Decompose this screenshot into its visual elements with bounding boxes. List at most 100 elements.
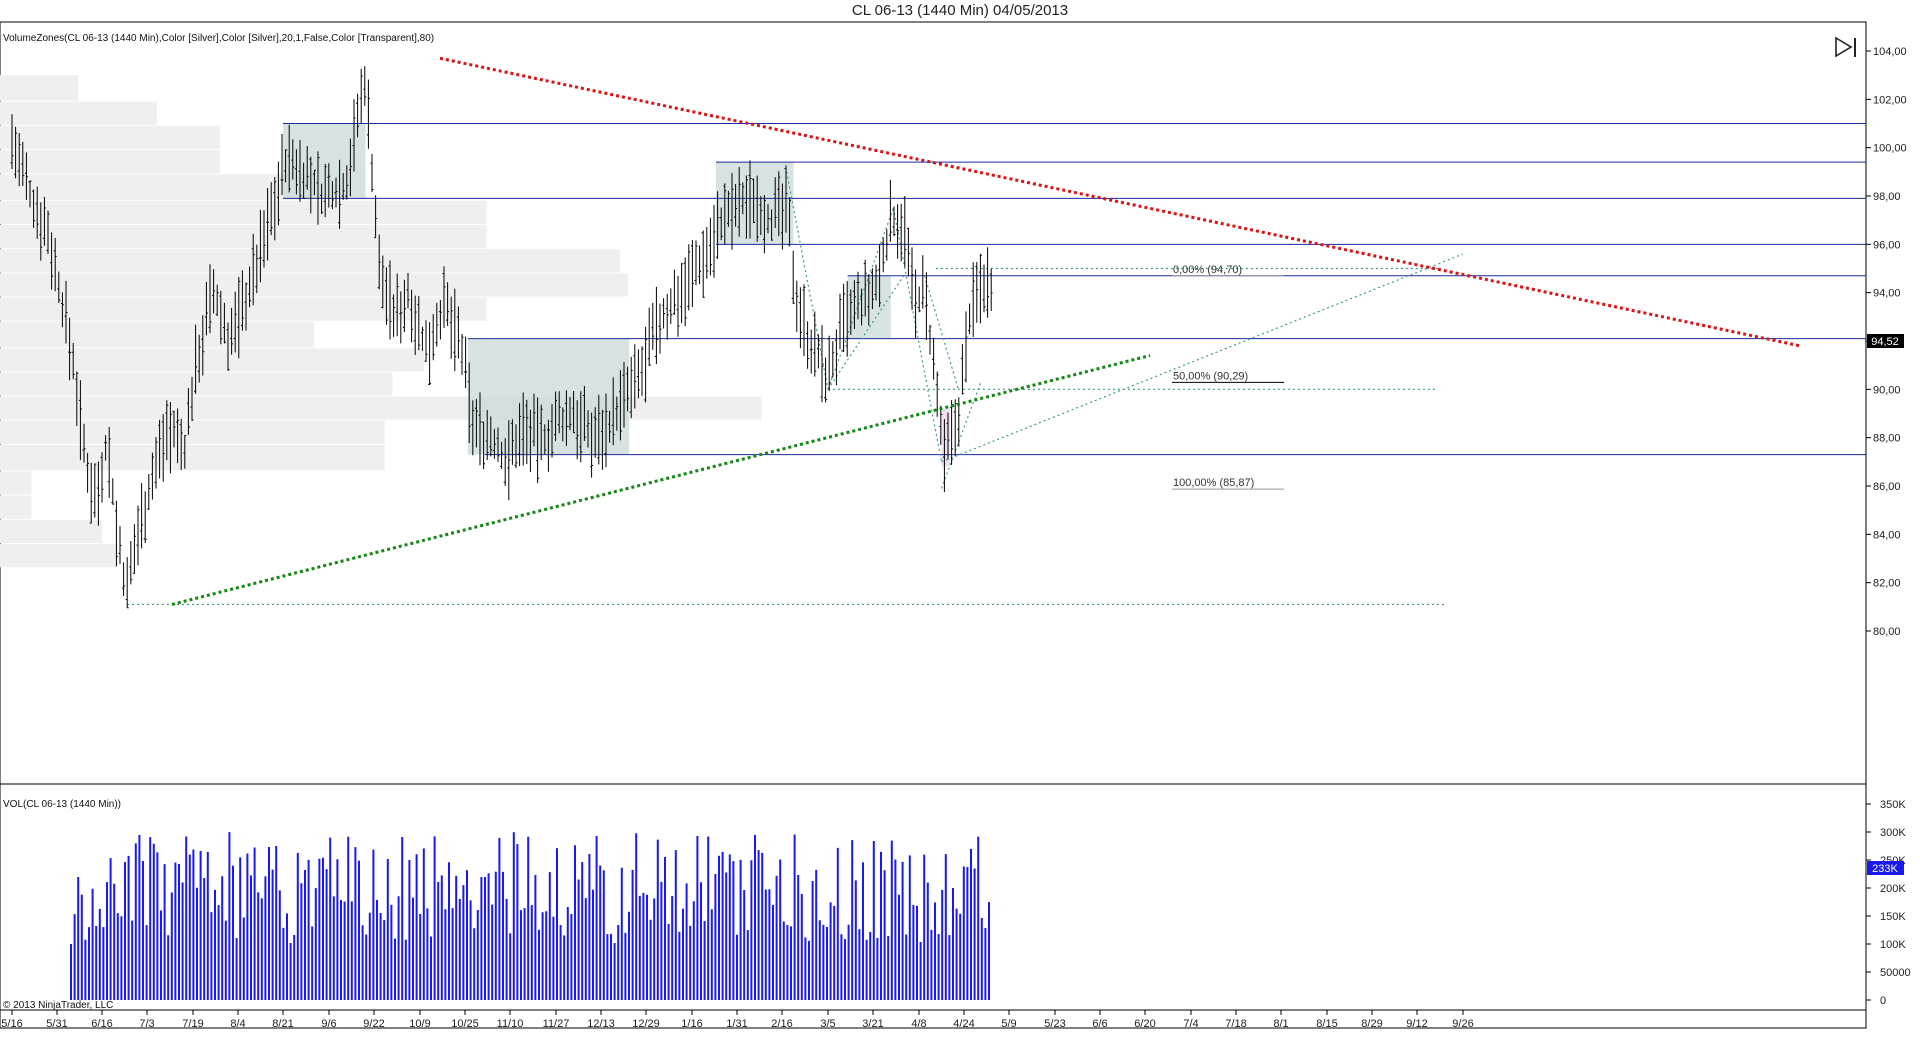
volume-profile-zone <box>0 174 314 200</box>
trend-lines <box>171 56 1801 606</box>
fib-label: 0,00% (94,70) <box>1173 264 1242 276</box>
volume-profile-zone <box>0 225 487 249</box>
price-tick-label: 84,00 <box>1873 529 1901 541</box>
time-tick-label: 11/27 <box>543 1018 570 1030</box>
volume-profile-zone <box>0 321 314 348</box>
fib-label: 100,00% (85,87) <box>1173 477 1254 489</box>
time-tick-label: 6/20 <box>1134 1018 1155 1030</box>
copyright-label: © 2013 NinjaTrader, LLC <box>3 1000 113 1011</box>
volume-profile-zone <box>0 125 220 150</box>
time-tick-label: 8/21 <box>272 1018 293 1030</box>
volume-profile-zone <box>0 396 762 420</box>
price-tick-label: 80,00 <box>1873 626 1901 638</box>
pattern-line <box>941 253 1464 463</box>
time-tick-label: 2/16 <box>771 1018 792 1030</box>
time-tick-label: 5/16 <box>1 1018 22 1030</box>
volume-profile-zone <box>0 444 385 471</box>
time-tick-label: 3/5 <box>820 1018 835 1030</box>
volume-profile-zone <box>0 372 393 396</box>
time-tick-label: 4/24 <box>953 1018 974 1030</box>
price-indicator-label: VolumeZones(CL 06-13 (1440 Min),Color [S… <box>3 33 434 44</box>
volume-profile-zone <box>0 544 118 568</box>
fib-label: 50,00% (90,29) <box>1173 370 1248 382</box>
dotted-levels <box>127 171 1464 606</box>
time-tick-label: 7/3 <box>139 1018 154 1030</box>
time-tick-label: 5/31 <box>46 1018 67 1030</box>
time-tick-label: 9/12 <box>1406 1018 1427 1030</box>
volume-bars <box>70 832 990 1000</box>
svg-text:94,52: 94,52 <box>1871 336 1899 348</box>
price-tick-label: 94,00 <box>1873 288 1901 300</box>
price-tick-label: 102,00 <box>1873 94 1907 106</box>
fibonacci-retracement: 0,00% (94,70) 50,00% (90,29) 100,00% (85,8… <box>1172 264 1284 490</box>
time-tick-label: 8/1 <box>1273 1018 1288 1030</box>
volume-tick-label: 50000 <box>1880 967 1911 979</box>
consolidation-zone <box>716 162 794 245</box>
volume-profile-zone <box>0 273 628 297</box>
volume-profile-zone <box>0 249 621 273</box>
pattern-line <box>892 207 943 462</box>
resistance-trendline <box>439 56 1801 348</box>
volume-tick-label: 300K <box>1880 827 1906 839</box>
time-tick-label: 7/19 <box>182 1018 203 1030</box>
time-tick-label: 5/9 <box>1001 1018 1016 1030</box>
time-tick-label: 7/18 <box>1225 1018 1246 1030</box>
time-tick-label: 12/29 <box>632 1018 660 1030</box>
play-end-icon[interactable] <box>1835 36 1856 58</box>
volume-profile-zone <box>0 200 487 224</box>
price-tick-label: 104,00 <box>1873 46 1907 58</box>
volume-tick-label: 150K <box>1880 911 1906 923</box>
time-tick-label: 6/16 <box>91 1018 112 1030</box>
time-tick-label: 9/26 <box>1452 1018 1473 1030</box>
volume-tick-label: 100K <box>1880 939 1906 951</box>
volume-profile-zone <box>0 150 220 174</box>
time-tick-label: 7/4 <box>1183 1018 1198 1030</box>
pattern-line <box>827 207 895 390</box>
last-volume-badge: 233K <box>1867 861 1904 875</box>
volume-profile-zone <box>0 495 32 519</box>
time-tick-label: 5/23 <box>1044 1018 1065 1030</box>
time-tick-label: 3/21 <box>862 1018 883 1030</box>
last-price-badge: 94,52 <box>1867 334 1904 348</box>
time-tick-label: 10/9 <box>409 1018 430 1030</box>
time-tick-label: 11/10 <box>497 1018 524 1030</box>
time-tick-label: 1/16 <box>681 1018 702 1030</box>
support-trendline <box>171 354 1151 606</box>
time-tick-label: 8/29 <box>1361 1018 1382 1030</box>
price-tick-label: 88,00 <box>1873 433 1901 445</box>
price-axis: 80,0082,0084,0086,0088,0090,0092,0094,00… <box>1866 46 1907 638</box>
volume-profile-zone <box>0 101 157 125</box>
volume-profile-zone <box>0 75 79 101</box>
volume-tick-label: 350K <box>1880 799 1906 811</box>
volume-profile-zone <box>0 471 32 495</box>
price-tick-label: 90,00 <box>1873 384 1901 396</box>
volume-profile-zone <box>0 297 487 321</box>
price-bars <box>10 66 993 609</box>
volume-profile-zone <box>0 420 385 444</box>
volume-profile <box>0 75 762 568</box>
price-tick-label: 86,00 <box>1873 481 1901 493</box>
time-tick-label: 12/13 <box>587 1018 615 1030</box>
time-tick-label: 1/31 <box>726 1018 747 1030</box>
pattern-line <box>940 381 982 489</box>
volume-profile-zone <box>0 519 103 543</box>
time-tick-label: 8/4 <box>230 1018 245 1030</box>
price-tick-label: 96,00 <box>1873 239 1901 251</box>
time-tick-label: 9/6 <box>321 1018 336 1030</box>
svg-text:233K: 233K <box>1872 863 1898 875</box>
time-tick-label: 9/22 <box>363 1018 384 1030</box>
price-tick-label: 98,00 <box>1873 191 1901 203</box>
consolidation-zone <box>941 408 950 467</box>
volume-tick-label: 0 <box>1880 995 1886 1007</box>
chart-frame <box>0 21 1867 1029</box>
volume-profile-zone <box>0 348 424 372</box>
time-axis: 5/16 5/31 6/16 7/3 7/19 8/4 8/21 9/6 9/22 10/9 10/… <box>1 1010 1474 1030</box>
chart-title: CL 06-13 (1440 Min) 04/05/2013 <box>851 2 1069 19</box>
volume-axis: 050000100K150K200K250K300K350K <box>1866 799 1911 1007</box>
pattern-line <box>786 171 829 390</box>
price-tick-label: 100,00 <box>1873 143 1907 155</box>
time-tick-label: 6/6 <box>1092 1018 1107 1030</box>
horizontal-levels <box>283 123 1866 456</box>
price-tick-label: 82,00 <box>1873 578 1901 590</box>
